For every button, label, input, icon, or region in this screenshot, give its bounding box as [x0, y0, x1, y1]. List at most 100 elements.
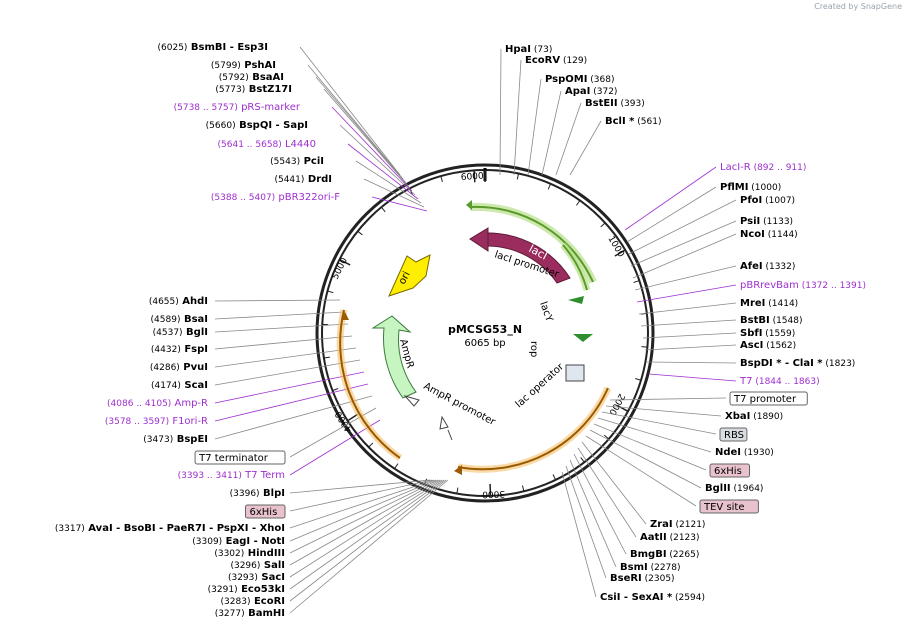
- site-label-text: HpaI (73): [505, 44, 552, 55]
- leader-line: [499, 48, 502, 176]
- site-label: (5641 .. 5658) L4440: [218, 139, 316, 150]
- leader-line: [585, 435, 697, 507]
- site-label-text: (5388 .. 5407) pBR322ori-F: [211, 192, 340, 203]
- AmpR-promoter-label: AmpR promoter: [422, 381, 498, 428]
- site-label: (4086 .. 4105) Amp-R: [107, 398, 208, 409]
- site-label: (3396) BlpI: [230, 488, 285, 499]
- site-label: BstEII (393): [585, 98, 645, 109]
- plasmid-size: 6065 bp: [464, 338, 505, 349]
- tick-mark: [600, 222, 606, 228]
- site-label: (6025) BsmBI - Esp3I: [158, 42, 269, 53]
- site-label-text: AfeI (1332): [740, 261, 795, 272]
- site-label-text: BsmI (2278): [620, 562, 681, 573]
- site-label: MreI (1414): [740, 298, 798, 309]
- leader-line: [289, 479, 433, 512]
- site-label: BseRI (2305): [610, 573, 675, 584]
- leader-line: [331, 106, 413, 192]
- tick-label: 3000: [482, 488, 506, 499]
- leader-line: [214, 311, 345, 320]
- site-label-text: PsiI (1133): [740, 216, 793, 227]
- site-label-text: (5441) DrdI: [274, 174, 332, 185]
- leader-line: [289, 479, 437, 542]
- site-label: NdeI (1930): [715, 447, 774, 458]
- site-label-text: (3283) EcoRI: [221, 596, 285, 607]
- leader-line: [339, 124, 416, 196]
- site-label-text: BmgBI (2265): [630, 549, 699, 560]
- site-label: (3283) EcoRI: [221, 596, 285, 607]
- label-leader-lines: [214, 46, 737, 614]
- tick-mark: [516, 173, 520, 180]
- site-label-text: (5792) BsaAI: [219, 72, 284, 83]
- site-label-text: pBRrevBam (1372 .. 1391): [740, 280, 866, 291]
- tick-mark: [521, 485, 525, 492]
- lacI-promoter-small-arrow: [568, 296, 584, 304]
- leader-line: [634, 265, 737, 291]
- site-label-text: (4286) PvuI: [150, 362, 208, 373]
- brand-mark: Created by SnapGene: [814, 2, 902, 11]
- site-label: (4537) BglI: [153, 327, 208, 338]
- site-label: (5543) PciI: [270, 156, 324, 167]
- site-label-text: (4589) BsaI: [151, 314, 208, 325]
- site-label-text: T7 (1844 .. 1863): [739, 376, 820, 387]
- site-label: BclI * (561): [605, 116, 661, 127]
- site-label: (3393 .. 3411) T7 Term: [178, 470, 285, 481]
- tick-mark: [327, 290, 334, 294]
- feature-box-label: TEV site: [703, 502, 745, 513]
- feature-box-label: 6xHis: [250, 507, 278, 518]
- feature-box: [719, 427, 748, 442]
- leader-line: [573, 453, 627, 555]
- lacI-feature: [487, 232, 571, 284]
- feature-box-label: T7 terminator: [198, 453, 269, 464]
- site-label: SbfI (1559): [740, 328, 795, 339]
- leader-line: [527, 78, 542, 176]
- site-label: T7 terminator: [194, 450, 286, 465]
- site-label: (3291) Eco53kI: [208, 584, 285, 595]
- feature-box: [194, 450, 286, 465]
- site-label: TEV site: [699, 499, 759, 514]
- tick-mark: [603, 434, 610, 440]
- leader-line: [581, 441, 647, 525]
- site-label-text: BclI * (561): [605, 116, 661, 127]
- leader-line: [513, 59, 522, 176]
- leader-line: [609, 397, 727, 401]
- mcs-arrowhead: [454, 465, 462, 475]
- rop-label: rop: [528, 341, 539, 357]
- small-feature-line: [447, 429, 453, 441]
- leader-line: [347, 143, 419, 200]
- leader-line: [644, 344, 737, 351]
- leader-line: [289, 479, 431, 494]
- yellow-halo-arc: [457, 386, 612, 473]
- site-label-text: MreI (1414): [740, 298, 798, 309]
- leader-line: [214, 299, 341, 302]
- tick-mark: [394, 463, 399, 469]
- site-label: BglII (1964): [705, 483, 763, 494]
- tick-mark: [552, 474, 557, 481]
- site-label: ZraI (2121): [650, 519, 705, 530]
- tick-mark: [440, 175, 443, 183]
- leader-line: [638, 302, 737, 315]
- leader-line: [589, 429, 702, 489]
- site-label-text: (4655) AhdI: [149, 296, 208, 307]
- site-label: PfoI (1007): [740, 195, 795, 206]
- created-by-text: Created by: [814, 2, 859, 11]
- leader-line: [565, 465, 607, 579]
- leader-line: [593, 423, 707, 471]
- lacY-arrow: [573, 334, 593, 342]
- tick-mark: [332, 388, 339, 392]
- site-label-text: (3578 .. 3597) F1ori-R: [105, 416, 208, 427]
- site-label-text: (4537) BglI: [153, 327, 208, 338]
- site-label-text: (3396) BlpI: [230, 488, 285, 499]
- leader-line: [605, 405, 722, 417]
- site-label-text: XbaI (1890): [725, 411, 783, 422]
- f1-ori-arc: [339, 309, 401, 459]
- site-label-text: PflMI (1000): [720, 182, 781, 193]
- site-label: (5799) PshAI: [211, 60, 276, 71]
- feature-box: [709, 463, 750, 478]
- leader-line: [289, 479, 449, 614]
- site-label: (3296) SalI: [230, 560, 285, 571]
- feature-box: [245, 504, 286, 519]
- site-label: (4655) AhdI: [149, 296, 208, 307]
- tick-mark: [547, 183, 552, 190]
- leader-line: [626, 186, 717, 243]
